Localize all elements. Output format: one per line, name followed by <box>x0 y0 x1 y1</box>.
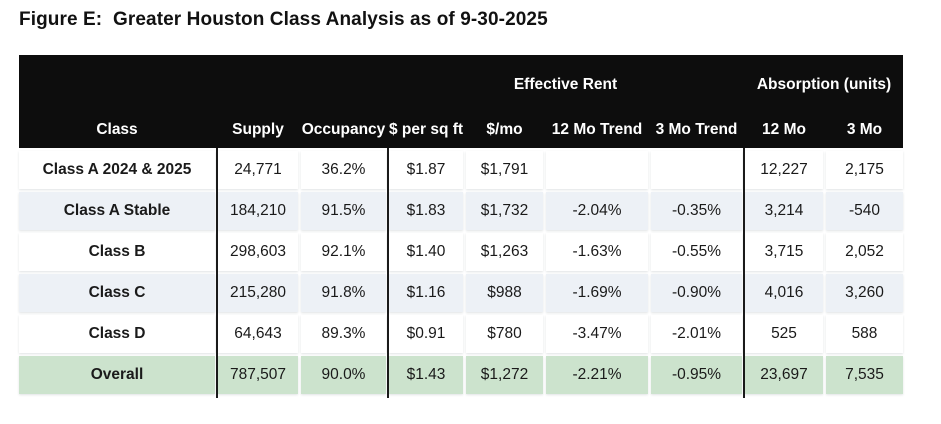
cell-3mo-trend <box>651 151 742 189</box>
figure-title: Figure E: Greater Houston Class Analysis… <box>19 9 548 30</box>
divider-rent-absorption <box>743 148 745 398</box>
group-header-blank <box>19 55 386 107</box>
cell-per-mo: $1,272 <box>466 356 543 394</box>
cell-per-sqft: $1.16 <box>389 274 463 312</box>
cell-supply: 787,507 <box>218 356 298 394</box>
cell-supply: 298,603 <box>218 233 298 271</box>
col-header-per-sqft: $ per sq ft <box>388 121 464 138</box>
cell-absorption-3mo: 7,535 <box>826 356 903 394</box>
cell-class: Class D <box>19 315 215 353</box>
col-header-absorption-12mo: 12 Mo <box>762 121 806 138</box>
divider-class-supply <box>216 148 218 398</box>
cell-absorption-3mo: 3,260 <box>826 274 903 312</box>
cell-12mo-trend <box>546 151 648 189</box>
cell-class: Overall <box>19 356 215 394</box>
col-header-3mo-trend: 3 Mo Trend <box>655 121 738 138</box>
group-header-absorption: Absorption (units) <box>756 76 892 93</box>
cell-supply: 64,643 <box>218 315 298 353</box>
cell-3mo-trend: -0.95% <box>651 356 742 394</box>
col-header-occupancy: Occupancy <box>301 121 386 138</box>
cell-supply: 184,210 <box>218 192 298 230</box>
divider-occupancy-rent <box>387 148 389 398</box>
cell-absorption-12mo: 3,214 <box>745 192 823 230</box>
cell-supply: 215,280 <box>218 274 298 312</box>
cell-per-sqft: $1.83 <box>389 192 463 230</box>
cell-3mo-trend: -0.35% <box>651 192 742 230</box>
cell-per-sqft: $1.40 <box>389 233 463 271</box>
cell-occupancy: 36.2% <box>301 151 386 189</box>
cell-per-mo: $1,791 <box>466 151 543 189</box>
cell-absorption-12mo: 525 <box>745 315 823 353</box>
cell-occupancy: 92.1% <box>301 233 386 271</box>
cell-3mo-trend: -2.01% <box>651 315 742 353</box>
cell-absorption-12mo: 4,016 <box>745 274 823 312</box>
cell-per-sqft: $0.91 <box>389 315 463 353</box>
table-header: Effective Rent Absorption (units) Class … <box>19 55 903 148</box>
cell-absorption-12mo: 23,697 <box>745 356 823 394</box>
cell-supply: 24,771 <box>218 151 298 189</box>
cell-absorption-3mo: -540 <box>826 192 903 230</box>
cell-per-sqft: $1.43 <box>389 356 463 394</box>
class-analysis-table: Effective Rent Absorption (units) Class … <box>19 55 903 398</box>
group-header-effective-rent: Effective Rent <box>513 76 618 93</box>
col-header-class: Class <box>96 121 138 138</box>
col-header-per-mo: $/mo <box>486 121 523 138</box>
cell-occupancy: 90.0% <box>301 356 386 394</box>
cell-absorption-3mo: 2,175 <box>826 151 903 189</box>
cell-12mo-trend: -1.63% <box>546 233 648 271</box>
cell-class: Class C <box>19 274 215 312</box>
cell-3mo-trend: -0.90% <box>651 274 742 312</box>
col-header-absorption-3mo: 3 Mo <box>846 121 883 138</box>
cell-per-mo: $1,263 <box>466 233 543 271</box>
cell-12mo-trend: -2.04% <box>546 192 648 230</box>
cell-occupancy: 89.3% <box>301 315 386 353</box>
cell-12mo-trend: -1.69% <box>546 274 648 312</box>
cell-occupancy: 91.5% <box>301 192 386 230</box>
cell-3mo-trend: -0.55% <box>651 233 742 271</box>
cell-class: Class B <box>19 233 215 271</box>
cell-absorption-12mo: 12,227 <box>745 151 823 189</box>
cell-per-sqft: $1.87 <box>389 151 463 189</box>
cell-class: Class A Stable <box>19 192 215 230</box>
cell-12mo-trend: -2.21% <box>546 356 648 394</box>
cell-absorption-12mo: 3,715 <box>745 233 823 271</box>
cell-class: Class A 2024 & 2025 <box>19 151 215 189</box>
cell-occupancy: 91.8% <box>301 274 386 312</box>
cell-12mo-trend: -3.47% <box>546 315 648 353</box>
cell-per-mo: $988 <box>466 274 543 312</box>
col-header-supply: Supply <box>232 121 284 138</box>
cell-absorption-3mo: 2,052 <box>826 233 903 271</box>
cell-absorption-3mo: 588 <box>826 315 903 353</box>
cell-per-mo: $1,732 <box>466 192 543 230</box>
cell-per-mo: $780 <box>466 315 543 353</box>
col-header-12mo-trend: 12 Mo Trend <box>551 121 643 138</box>
table-body: Class A 2024 & 2025 24,771 36.2% $1.87 $… <box>19 148 903 398</box>
